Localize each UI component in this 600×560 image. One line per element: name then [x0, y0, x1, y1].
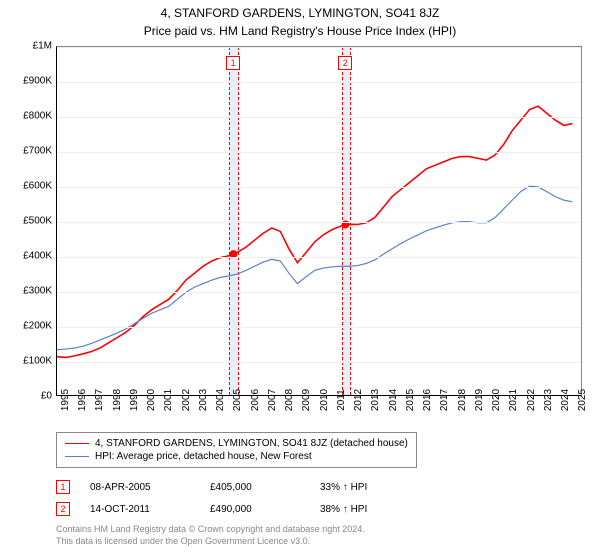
x-tick-label: 2013: [370, 389, 381, 411]
y-tick-label: £800K: [23, 111, 52, 122]
y-tick-label: £1M: [33, 41, 52, 52]
x-tick-label: 2012: [353, 389, 364, 411]
legend-label: 4, STANFORD GARDENS, LYMINGTON, SO41 8JZ…: [95, 438, 408, 449]
sale-date: 08-APR-2005: [90, 482, 190, 493]
sale-num-box: 2: [56, 502, 70, 516]
sale-price: £490,000: [210, 504, 300, 515]
y-tick-label: £600K: [23, 181, 52, 192]
x-tick-label: 1997: [94, 389, 105, 411]
y-tick-label: £400K: [23, 251, 52, 262]
chart-title: 4, STANFORD GARDENS, LYMINGTON, SO41 8JZ: [0, 0, 600, 20]
x-tick-label: 2008: [284, 389, 295, 411]
sale-row: 2 14-OCT-2011 £490,000 38% ↑ HPI: [56, 498, 367, 520]
y-gridline: [57, 327, 581, 328]
y-gridline: [57, 187, 581, 188]
x-tick-label: 2001: [163, 389, 174, 411]
y-tick-label: £300K: [23, 286, 52, 297]
x-tick-label: 1995: [60, 389, 71, 411]
x-tick-label: 2009: [301, 389, 312, 411]
sale-pct: 33% ↑ HPI: [320, 482, 367, 493]
sale-marker-1: 1: [226, 56, 240, 70]
x-tick-label: 2019: [474, 389, 485, 411]
legend-item: HPI: Average price, detached house, New …: [65, 450, 408, 463]
sales-table: 1 08-APR-2005 £405,000 33% ↑ HPI 2 14-OCT-201…: [56, 476, 367, 520]
y-gridline: [57, 47, 581, 48]
chart-container: 4, STANFORD GARDENS, LYMINGTON, SO41 8JZ…: [0, 0, 600, 560]
footer: Contains HM Land Registry data © Crown c…: [56, 524, 365, 547]
x-tick-label: 2015: [405, 389, 416, 411]
y-gridline: [57, 82, 581, 83]
x-tick-label: 2024: [560, 389, 571, 411]
y-gridline: [57, 152, 581, 153]
x-tick-label: 2021: [508, 389, 519, 411]
y-gridline: [57, 117, 581, 118]
legend-item: 4, STANFORD GARDENS, LYMINGTON, SO41 8JZ…: [65, 437, 408, 450]
x-tick-label: 2005: [232, 389, 243, 411]
x-tick-label: 2010: [319, 389, 330, 411]
chart-subtitle: Price paid vs. HM Land Registry's House …: [0, 20, 600, 44]
legend: 4, STANFORD GARDENS, LYMINGTON, SO41 8JZ…: [56, 432, 417, 468]
x-tick-label: 1996: [77, 389, 88, 411]
x-tick-label: 2011: [336, 389, 347, 411]
x-tick-label: 1998: [112, 389, 123, 411]
x-tick-label: 2023: [543, 389, 554, 411]
legend-label: HPI: Average price, detached house, New …: [95, 451, 312, 462]
sale-date: 14-OCT-2011: [90, 504, 190, 515]
x-tick-label: 2014: [388, 389, 399, 411]
y-tick-label: £0: [41, 391, 52, 402]
x-tick-label: 2016: [422, 389, 433, 411]
y-tick-label: £200K: [23, 321, 52, 332]
legend-swatch: [65, 443, 89, 444]
x-tick-label: 2007: [267, 389, 278, 411]
plot-area: [56, 46, 582, 396]
x-tick-label: 2000: [146, 389, 157, 411]
sale-pct: 38% ↑ HPI: [320, 504, 367, 515]
y-tick-label: £100K: [23, 356, 52, 367]
y-gridline: [57, 292, 581, 293]
sale-price: £405,000: [210, 482, 300, 493]
x-tick-label: 2025: [577, 389, 588, 411]
legend-swatch: [65, 456, 89, 457]
y-gridline: [57, 222, 581, 223]
x-tick-label: 2003: [198, 389, 209, 411]
x-tick-label: 1999: [129, 389, 140, 411]
y-gridline: [57, 257, 581, 258]
footer-line1: Contains HM Land Registry data © Crown c…: [56, 524, 365, 536]
sale-num-box: 1: [56, 480, 70, 494]
x-tick-label: 2004: [215, 389, 226, 411]
x-tick-label: 2022: [526, 389, 537, 411]
x-tick-label: 2002: [181, 389, 192, 411]
y-tick-label: £700K: [23, 146, 52, 157]
x-tick-label: 2017: [439, 389, 450, 411]
y-tick-label: £900K: [23, 76, 52, 87]
x-tick-label: 2020: [491, 389, 502, 411]
series-line: [57, 106, 572, 357]
sale-row: 1 08-APR-2005 £405,000 33% ↑ HPI: [56, 476, 367, 498]
footer-line2: This data is licensed under the Open Gov…: [56, 536, 365, 548]
sale-marker-2: 2: [338, 56, 352, 70]
x-tick-label: 2018: [457, 389, 468, 411]
plot-svg: [57, 47, 581, 395]
x-tick-label: 2006: [250, 389, 261, 411]
y-gridline: [57, 362, 581, 363]
y-tick-label: £500K: [23, 216, 52, 227]
